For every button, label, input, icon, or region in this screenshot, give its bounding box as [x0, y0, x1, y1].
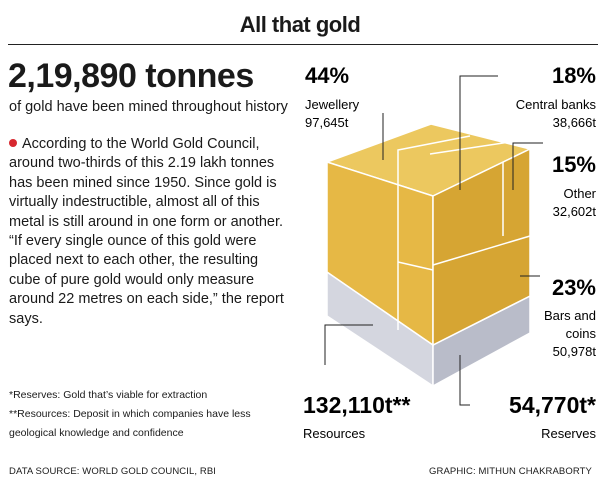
headline-subtext: of gold have been mined throughout histo… [9, 99, 288, 115]
leader-reserves [459, 355, 470, 406]
resources-amount: 132,110t** [303, 392, 410, 418]
footnote-resources-line1: **Resources: Deposit in which companies … [9, 408, 251, 420]
bullet-dot [9, 139, 17, 147]
central-banks-label: Central banks [516, 97, 597, 112]
bars-coins-percent: 23% [552, 275, 596, 300]
reserves-amount: 54,770t* [509, 392, 596, 418]
other-tonnes: 32,602t [553, 204, 597, 219]
page-title: All that gold [239, 12, 361, 37]
leader-other [512, 142, 543, 190]
headline-total: 2,19,890 tonnes [8, 57, 254, 95]
footnote-resources-line2: geological knowledge and confidence [9, 427, 184, 439]
bars-coins-label-line2: coins [566, 326, 597, 341]
title-divider [8, 44, 598, 45]
seam-top-2 [429, 141, 511, 155]
jewellery-label: Jewellery [305, 97, 360, 112]
body-text: According to the World Gold Council, aro… [9, 135, 293, 329]
resources-label: Resources [303, 426, 366, 441]
data-source-credit: DATA SOURCE: WORLD GOLD COUNCIL, RBI [9, 466, 216, 477]
seam-top-1 [397, 135, 471, 184]
leader-resources [324, 324, 373, 365]
reserves-label: Reserves [541, 426, 596, 441]
gold-right-face [432, 147, 531, 347]
jewellery-percent: 44% [305, 63, 349, 88]
graphic-credit: GRAPHIC: MITHUN CHAKRABORTY [429, 466, 592, 477]
other-percent: 15% [552, 152, 596, 177]
gold-cube [324, 123, 533, 388]
seam-right-2 [432, 235, 531, 266]
body-paragraph: According to the World Gold Council, aro… [9, 136, 284, 327]
other-label: Other [563, 186, 596, 201]
central-banks-tonnes: 38,666t [553, 115, 597, 130]
jewellery-tonnes: 97,645t [305, 115, 349, 130]
leader-central-banks [459, 75, 498, 190]
footnote-reserves: *Reserves: Gold that’s viable for extrac… [9, 389, 208, 401]
seam-front-2 [397, 261, 434, 271]
bars-coins-label: Bars and [544, 308, 596, 323]
bars-coins-tonnes: 50,978t [553, 344, 597, 359]
central-banks-percent: 18% [552, 63, 596, 88]
